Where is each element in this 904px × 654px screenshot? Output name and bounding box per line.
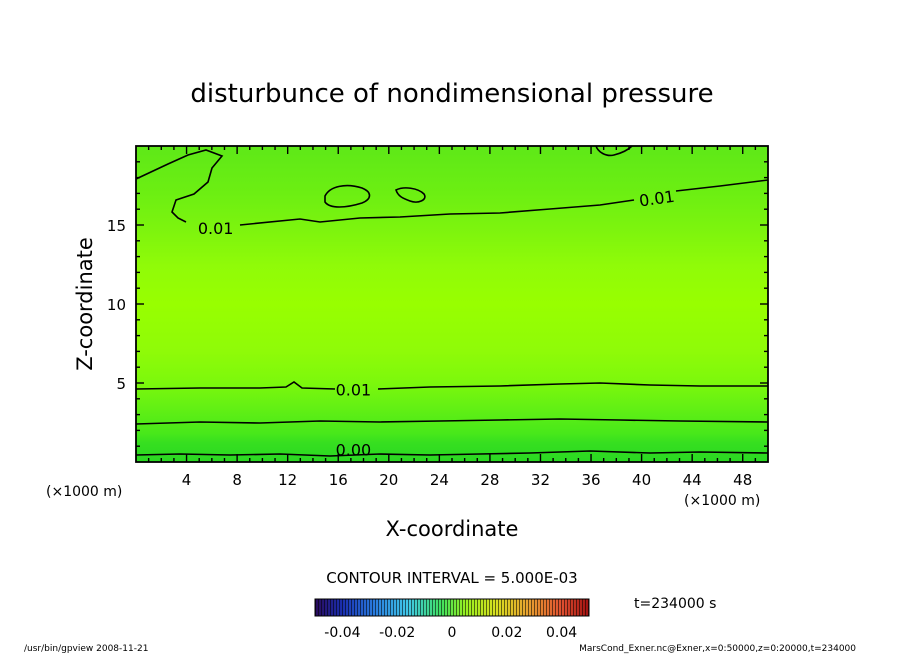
colorbar-tick-label: 0 <box>448 625 457 641</box>
x-tick-label: 36 <box>581 471 600 489</box>
contour-labels: 0.01 0.01 0.01 0.00 <box>198 187 676 460</box>
contour-line-0.00-bottom <box>135 450 769 457</box>
contour-line-0.005 <box>135 418 769 425</box>
x-tick-label: 48 <box>733 471 752 489</box>
colorbar-hatching <box>315 599 589 616</box>
contour-closed-top <box>595 145 633 157</box>
time-label: t=234000 s <box>634 596 716 612</box>
x-tick-label: 16 <box>329 471 348 489</box>
footer-left: /usr/bin/gpview 2008-11-21 <box>24 644 148 654</box>
x-axis-ticks: 4 8 12 16 20 24 28 32 36 40 44 48 <box>147 146 757 489</box>
contour-line-0.01-lower <box>135 381 336 390</box>
y-tick-label: 5 <box>116 375 126 393</box>
z-unit-label: (×1000 m) <box>46 484 122 500</box>
contour-lines <box>135 145 769 457</box>
x-axis-label: X-coordinate <box>386 517 519 541</box>
contour-closed-2 <box>395 187 426 203</box>
y-tick-label: 15 <box>107 217 126 235</box>
y-axis-label: Z-coordinate <box>73 237 97 371</box>
x-tick-label: 20 <box>379 471 398 489</box>
contour-label: 0.01 <box>336 380 372 399</box>
x-tick-label: 4 <box>182 471 192 489</box>
colorbar-tick-label: -0.04 <box>324 625 360 641</box>
contour-interval-text: CONTOUR INTERVAL = 5.000E-03 <box>326 569 577 587</box>
footer-right: MarsCond_Exner.nc@Exner,x=0:50000,z=0:20… <box>579 644 856 654</box>
x-tick-label: 24 <box>430 471 449 489</box>
colorbar-tick-label: 0.04 <box>546 625 577 641</box>
contour-field <box>136 146 768 462</box>
x-tick-label: 28 <box>480 471 499 489</box>
x-tick-label: 8 <box>232 471 242 489</box>
x-tick-label: 44 <box>683 471 702 489</box>
colorbar-tick-label: 0.02 <box>491 625 522 641</box>
x-tick-label: 32 <box>531 471 550 489</box>
contour-label: 0.00 <box>336 440 372 459</box>
contour-closed-1 <box>324 184 371 208</box>
contour-label: 0.01 <box>198 219 234 238</box>
x-unit-label: (×1000 m) <box>684 493 760 509</box>
y-axis-ticks: 5 10 15 <box>107 161 768 447</box>
contour-label: 0.01 <box>638 187 676 211</box>
contour-line-0.01-upper <box>135 149 224 223</box>
colorbar-tick-labels: -0.04 -0.02 0 0.02 0.04 <box>324 625 577 641</box>
y-tick-label: 10 <box>107 296 126 314</box>
x-tick-label: 12 <box>278 471 297 489</box>
chart-title: disturbunce of nondimensional pressure <box>190 79 713 109</box>
x-tick-label: 40 <box>632 471 651 489</box>
colorbar-tick-label: -0.02 <box>379 625 415 641</box>
